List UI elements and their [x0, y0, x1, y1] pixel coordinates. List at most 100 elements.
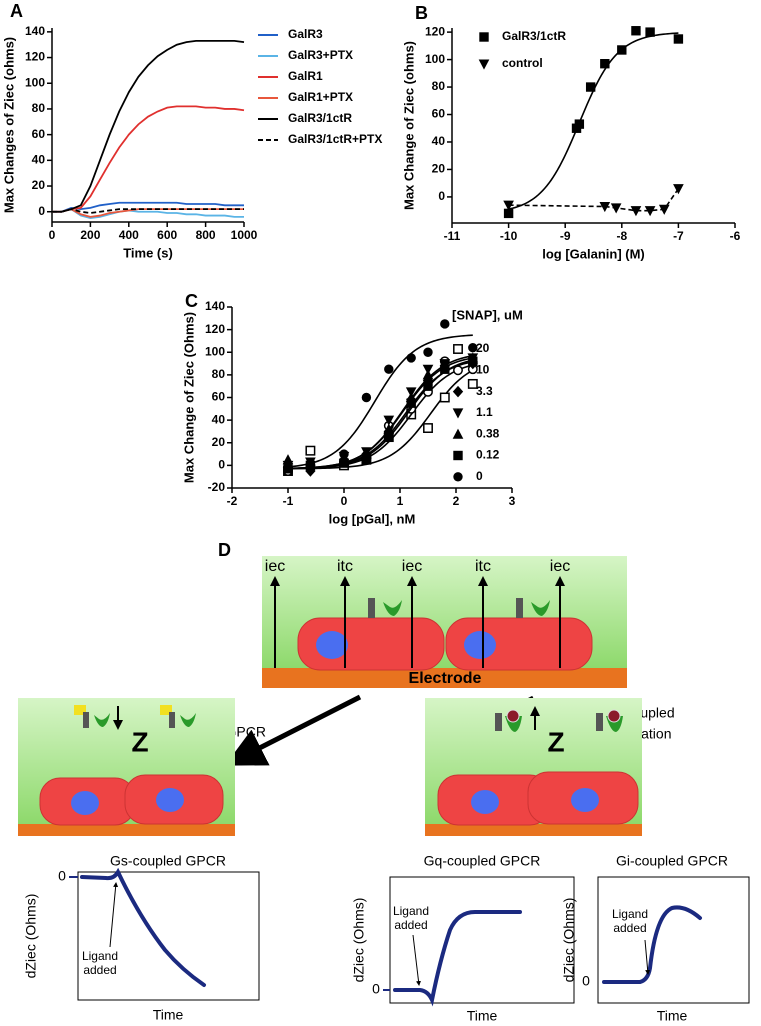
fit-curve: [287, 364, 473, 470]
zero-label: 0: [58, 868, 66, 884]
panel-label: A: [10, 1, 23, 21]
current-label: itc: [337, 558, 353, 575]
y-tick-label: 40: [432, 134, 446, 148]
marker: [339, 458, 349, 468]
marker: [452, 408, 464, 419]
legend-label: 3.3: [476, 384, 493, 398]
marker: [305, 445, 316, 456]
panel-label: C: [185, 291, 198, 311]
marker: [673, 34, 684, 44]
x-tick-label: 200: [80, 228, 100, 242]
marker: [610, 203, 622, 214]
marker: [339, 449, 349, 459]
marker: [479, 32, 489, 42]
plot-frame: [389, 876, 575, 1004]
y-axis-label: Max Changes of Ziec (ohms): [1, 37, 16, 213]
x-tick-label: -10: [500, 229, 518, 243]
electrode: [425, 824, 642, 836]
legend-label: GalR3/1ctR: [288, 111, 352, 125]
marker: [452, 428, 464, 439]
data-line: [52, 201, 244, 213]
y-tick-label: 40: [32, 153, 46, 167]
receptor: [169, 712, 175, 728]
legend-label: 20: [476, 341, 490, 355]
zero-label: 0: [582, 973, 590, 989]
ligand: [160, 705, 172, 715]
plot-x-label: Time: [467, 1008, 498, 1024]
marker: [282, 454, 294, 465]
x-tick-label: -6: [730, 229, 741, 243]
marker: [283, 462, 293, 473]
x-tick-label: 0: [341, 494, 348, 508]
schematic-curve: [393, 910, 522, 1007]
marker: [644, 206, 656, 217]
nucleus: [571, 788, 599, 812]
receptor: [368, 598, 375, 618]
marker: [423, 423, 433, 433]
x-tick-label: -1: [283, 494, 294, 508]
y-tick-label: 80: [212, 367, 226, 381]
receptor: [83, 712, 89, 728]
marker: [658, 204, 670, 215]
electrode: [18, 824, 235, 836]
x-axis-label: log [pGal], nM: [329, 511, 416, 526]
y-tick-label: 60: [432, 107, 446, 121]
plot-y-label: dZiec (Ohms): [561, 898, 577, 983]
marker: [384, 364, 394, 374]
x-axis-label: Time (s): [123, 245, 173, 260]
fit-curve: [287, 369, 474, 470]
legend-label: 10: [476, 362, 490, 376]
legend-label: 1.1: [476, 405, 493, 419]
y-tick-label: 100: [425, 52, 445, 66]
electrode-label: Electrode: [409, 670, 482, 687]
g-protein: [94, 713, 110, 727]
y-tick-label: 60: [32, 127, 46, 141]
g-protein: [383, 600, 402, 616]
receptor: [516, 598, 523, 618]
y-tick-label: 20: [32, 178, 46, 192]
nucleus: [156, 788, 184, 812]
plot-frame: [597, 876, 750, 1004]
receptor: [495, 713, 502, 731]
y-tick-label: 60: [212, 390, 226, 404]
x-tick-label: 800: [196, 228, 216, 242]
y-tick-label: 20: [432, 162, 446, 176]
marker: [453, 344, 463, 354]
marker: [467, 378, 478, 389]
y-tick-label: 80: [432, 79, 446, 93]
marker: [361, 455, 372, 465]
marker: [384, 432, 394, 442]
impedance-label: Z: [131, 726, 148, 757]
legend-title: [SNAP], uM: [452, 307, 523, 322]
legend-label: 0.38: [476, 426, 500, 440]
legend-label: GalR3: [288, 27, 323, 41]
pathway-arrow: [224, 694, 362, 766]
marker: [503, 200, 514, 211]
panel-label: B: [415, 3, 428, 23]
annotation: Ligand: [612, 907, 648, 921]
marker: [440, 364, 450, 374]
receptor: [596, 713, 603, 731]
marker: [478, 59, 490, 70]
marker: [440, 319, 450, 329]
plot-frame: [77, 871, 260, 1001]
plot-x-label: Time: [657, 1008, 688, 1024]
x-tick-label: 3: [509, 494, 516, 508]
x-tick-label: 400: [119, 228, 139, 242]
x-tick-label: -11: [444, 229, 461, 243]
legend-label: GalR3/1ctR+PTX: [288, 132, 382, 146]
marker: [468, 343, 478, 353]
marker: [600, 59, 610, 69]
y-tick-label: 100: [205, 344, 225, 358]
x-tick-label: -2: [227, 494, 238, 508]
g-protein: [531, 600, 550, 616]
x-tick-label: 1: [397, 494, 404, 508]
annotation: Ligand: [82, 949, 118, 963]
marker: [423, 381, 433, 391]
current-label: iec: [402, 558, 422, 575]
y-tick-label: 0: [38, 204, 45, 218]
marker: [383, 415, 395, 426]
current-label: iec: [265, 558, 285, 575]
nucleus: [71, 791, 99, 815]
legend-label: GalR3/1ctR: [502, 29, 566, 43]
